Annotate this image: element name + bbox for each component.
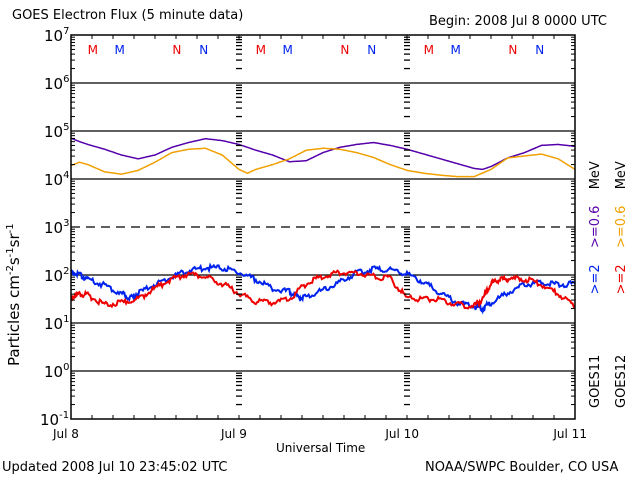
- legend-goes11-sat: GOES11: [588, 354, 603, 408]
- y-label-exp3: -1: [5, 223, 16, 234]
- y-label-s: s: [5, 257, 23, 266]
- y-tick-label: 105: [44, 122, 69, 141]
- legend-goes12-e06: >=0.6: [614, 205, 629, 249]
- y-label-exp2: -1: [5, 247, 16, 258]
- y-tick-exponent: 5: [63, 122, 69, 133]
- y-tick-exponent: -1: [59, 410, 69, 421]
- y-tick-exponent: 4: [63, 170, 69, 181]
- marker-M: M: [115, 43, 125, 57]
- marker-M: M: [283, 43, 293, 57]
- x-tick-label: Jul 10: [385, 427, 419, 441]
- updated-timestamp: Updated 2008 Jul 10 23:45:02 UTC: [2, 460, 228, 475]
- chart-title: GOES Electron Flux (5 minute data): [12, 8, 244, 23]
- legend-goes11: GOES11 >=2 >=0.6 MeV: [588, 161, 603, 408]
- y-tick-label: 103: [44, 218, 69, 237]
- y-tick-label: 101: [44, 314, 69, 333]
- x-tick-label: Jul 8: [53, 427, 79, 441]
- axis-ticks: [70, 35, 576, 419]
- series-line-0: [70, 137, 576, 171]
- y-tick-exponent: 2: [63, 266, 69, 277]
- series-layer: [70, 137, 576, 315]
- y-tick-label: 106: [44, 74, 69, 93]
- legend-goes12-e2: >=2: [614, 264, 629, 295]
- x-tick-label: Jul 11: [553, 427, 587, 441]
- legend-goes11-e06: >=0.6: [588, 205, 603, 249]
- legend-goes11-unit: MeV: [588, 161, 603, 190]
- y-tick-label: 100: [44, 362, 69, 381]
- marker-M: M: [451, 43, 461, 57]
- y-axis-label: Particles cm-2s-1sr-1: [5, 223, 23, 366]
- series-line-2: [70, 262, 576, 315]
- legend-goes12: GOES12 >=2 >=0.6 MeV: [614, 161, 629, 408]
- y-tick-exponent: 0: [63, 362, 69, 373]
- y-tick-label: 104: [44, 170, 69, 189]
- marker-M: M: [88, 43, 98, 57]
- y-tick-exponent: 1: [63, 314, 69, 325]
- gridlines: [71, 82, 575, 372]
- legend-goes12-sat: GOES12: [614, 354, 629, 408]
- marker-N: N: [367, 43, 376, 57]
- marker-M: M: [256, 43, 266, 57]
- marker-N: N: [508, 43, 517, 57]
- marker-N: N: [535, 43, 544, 57]
- x-tick-label: Jul 9: [221, 427, 247, 441]
- y-tick-label: 107: [44, 26, 69, 45]
- series-line-3: [70, 269, 576, 310]
- begin-time: Begin: 2008 Jul 8 0000 UTC: [429, 14, 607, 29]
- marker-N: N: [172, 43, 181, 57]
- series-line-1: [70, 147, 576, 178]
- marker-M: M: [424, 43, 434, 57]
- marker-N: N: [340, 43, 349, 57]
- legend-goes12-unit: MeV: [614, 161, 629, 190]
- credit-text: NOAA/SWPC Boulder, CO USA: [425, 460, 619, 475]
- y-tick-label: 102: [44, 266, 69, 285]
- x-axis-label: Universal Time: [276, 441, 366, 455]
- y-tick-exponent: 7: [63, 26, 69, 37]
- y-tick-labels: 107 106 105 104 103 102 101 100 1 0 -1: [40, 26, 69, 429]
- y-label-exp1: -2: [5, 265, 16, 276]
- y-tick-exponent: 6: [63, 74, 69, 85]
- y-tick-exponent: 3: [63, 218, 69, 229]
- marker-N: N: [199, 43, 208, 57]
- y-label-base: Particles cm: [5, 275, 23, 366]
- legend-goes11-e2: >=2: [588, 264, 603, 295]
- y-label-sr: sr: [5, 233, 23, 248]
